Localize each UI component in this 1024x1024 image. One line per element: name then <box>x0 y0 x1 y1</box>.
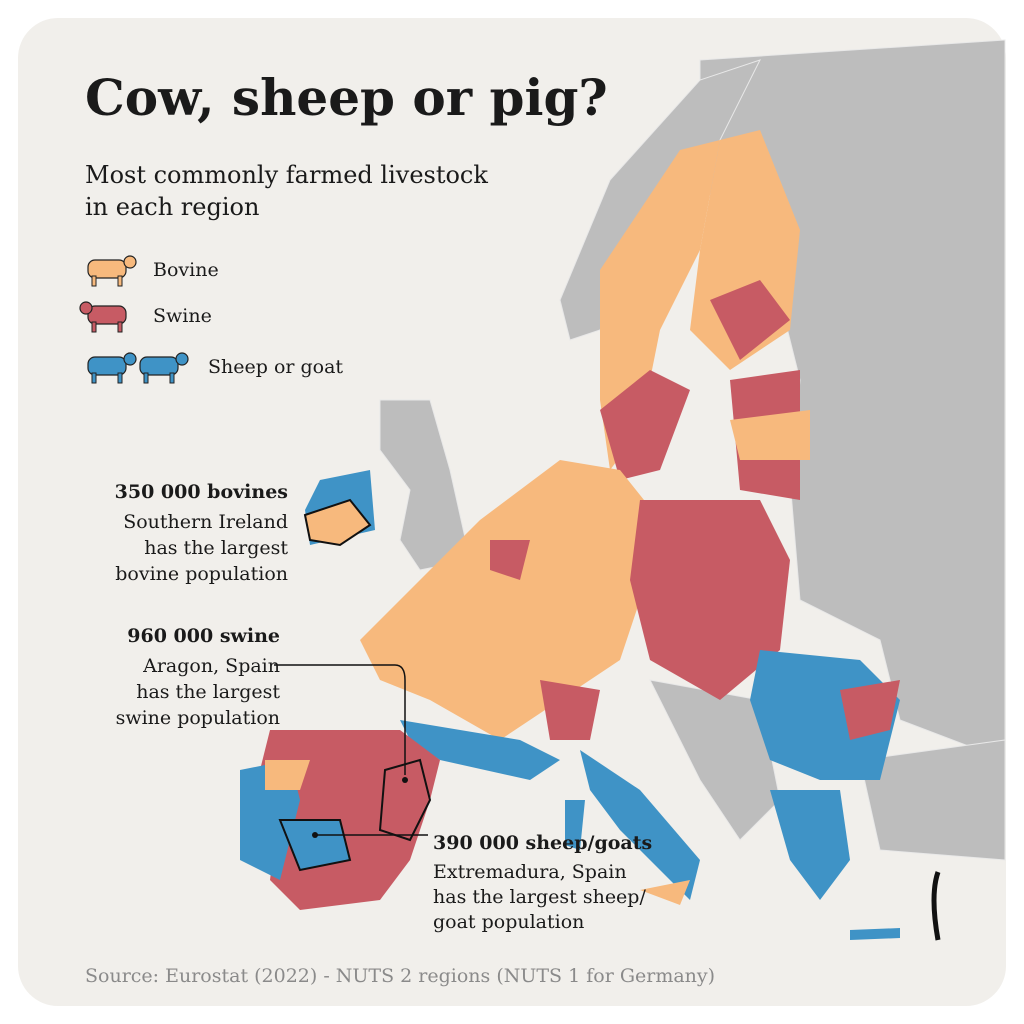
title: Cow, sheep or pig? <box>85 68 608 127</box>
annotation-text: swine population <box>116 707 280 729</box>
map-region <box>730 410 810 460</box>
map-region <box>850 928 900 940</box>
leader-line <box>274 664 406 775</box>
legend-icon <box>169 372 175 384</box>
legend-icon <box>117 321 123 333</box>
legend: Bovine Swine Sheep or goat <box>79 255 343 384</box>
legend-icon <box>79 301 93 315</box>
legend-label: Sheep or goat <box>208 356 343 378</box>
annotation-headline: 350 000 bovines <box>115 481 288 503</box>
legend-icon <box>117 275 123 287</box>
map-region <box>540 680 600 740</box>
legend-label: Bovine <box>153 259 219 281</box>
legend-icon <box>123 352 137 366</box>
source: Source: Eurostat (2022) - NUTS 2 regions… <box>85 965 715 987</box>
leader-dot <box>402 777 408 783</box>
map-region <box>265 760 310 790</box>
annotation-text: Extremadura, Spain <box>433 861 627 883</box>
annotation-text: goat population <box>433 911 584 933</box>
map-region <box>750 650 900 780</box>
map-region <box>640 880 690 905</box>
map-highlight-extremadura <box>278 819 352 872</box>
legend-icon <box>91 275 97 287</box>
legend-icon <box>123 255 137 269</box>
annotation-text: has the largest <box>144 537 288 559</box>
annotation-text: Aragon, Spain <box>142 655 280 677</box>
annotations: 350 000 bovines Southern Ireland has the l… <box>115 481 653 933</box>
legend-icon <box>87 259 127 279</box>
legend-icon <box>91 321 97 333</box>
legend-icon <box>91 372 97 384</box>
subtitle: in each region <box>85 193 259 221</box>
map-region <box>580 750 700 900</box>
map-region <box>490 540 530 580</box>
map-region <box>400 720 560 780</box>
map-region <box>770 790 850 900</box>
legend-icon <box>139 356 179 376</box>
map-land-uk <box>379 399 471 571</box>
legend-icon <box>87 356 127 376</box>
map-land-balkans <box>649 679 781 841</box>
map-region <box>630 500 790 700</box>
map-land-turkey <box>859 739 1006 861</box>
subtitle: Most commonly farmed livestock <box>85 161 488 189</box>
logo <box>931 871 941 941</box>
map-region <box>710 280 790 360</box>
annotation-headline: 960 000 swine <box>127 625 280 647</box>
map-highlight-aragon <box>378 758 432 842</box>
map-region <box>565 800 585 850</box>
legend-icon <box>87 305 127 325</box>
legend-label: Swine <box>153 305 212 327</box>
annotation-text: has the largest <box>136 681 280 703</box>
annotation-text: Southern Ireland <box>123 511 288 533</box>
map-region <box>360 460 660 740</box>
map-highlight-ireland <box>303 498 372 547</box>
legend-icon <box>143 372 149 384</box>
map-region <box>840 680 900 740</box>
leader-dot <box>312 832 318 838</box>
legend-icon <box>175 352 189 366</box>
annotation-headline: 390 000 sheep/goats <box>433 832 652 854</box>
legend-icon <box>117 372 123 384</box>
annotation-text: has the largest sheep/ <box>433 886 646 908</box>
map <box>240 39 1006 941</box>
annotation-text: bovine population <box>115 563 288 585</box>
map-region <box>600 370 690 480</box>
